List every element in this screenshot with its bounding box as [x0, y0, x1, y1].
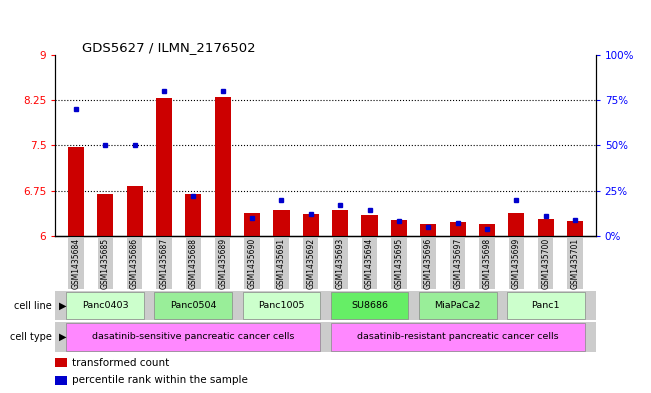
Text: dasatinib-sensitive pancreatic cancer cells: dasatinib-sensitive pancreatic cancer ce…: [92, 332, 294, 342]
FancyBboxPatch shape: [450, 238, 465, 289]
Bar: [331, 323, 585, 351]
Bar: [331, 292, 408, 319]
FancyBboxPatch shape: [391, 238, 407, 289]
Text: ▶: ▶: [59, 301, 66, 310]
Bar: [419, 292, 497, 319]
Bar: [186, 194, 201, 236]
Text: GSM1435697: GSM1435697: [453, 238, 462, 289]
Text: GSM1435684: GSM1435684: [72, 238, 80, 289]
Bar: [303, 213, 319, 236]
Text: GSM1435694: GSM1435694: [365, 238, 374, 289]
FancyBboxPatch shape: [156, 238, 172, 289]
Text: dasatinib-resistant pancreatic cancer cells: dasatinib-resistant pancreatic cancer ce…: [357, 332, 559, 342]
Text: GSM1435695: GSM1435695: [395, 238, 404, 289]
Text: GSM1435688: GSM1435688: [189, 238, 198, 289]
Text: GSM1435685: GSM1435685: [101, 238, 110, 289]
Bar: [68, 147, 84, 236]
FancyBboxPatch shape: [333, 238, 348, 289]
Text: cell type: cell type: [10, 332, 52, 342]
Bar: [450, 222, 465, 236]
Text: GSM1435698: GSM1435698: [482, 238, 492, 289]
Bar: [55, 358, 67, 367]
FancyBboxPatch shape: [508, 238, 524, 289]
Text: Panc0504: Panc0504: [170, 301, 217, 310]
FancyBboxPatch shape: [479, 238, 495, 289]
Bar: [567, 221, 583, 236]
Bar: [332, 211, 348, 236]
Text: percentile rank within the sample: percentile rank within the sample: [72, 375, 247, 385]
Text: GDS5627 / ILMN_2176502: GDS5627 / ILMN_2176502: [82, 41, 256, 54]
Text: GSM1435696: GSM1435696: [424, 238, 433, 289]
FancyBboxPatch shape: [568, 238, 583, 289]
Text: GSM1435693: GSM1435693: [336, 238, 344, 289]
Text: GSM1435692: GSM1435692: [307, 238, 315, 289]
Bar: [507, 292, 585, 319]
Text: Panc0403: Panc0403: [82, 301, 128, 310]
Bar: [215, 97, 231, 236]
Bar: [66, 323, 320, 351]
Bar: [244, 213, 260, 236]
Text: SU8686: SU8686: [351, 301, 388, 310]
Bar: [156, 98, 172, 236]
FancyBboxPatch shape: [186, 238, 201, 289]
Text: GSM1435690: GSM1435690: [247, 238, 256, 289]
Bar: [538, 219, 554, 236]
Text: cell line: cell line: [14, 301, 52, 310]
Bar: [55, 376, 67, 385]
Bar: [126, 186, 143, 236]
FancyBboxPatch shape: [98, 238, 113, 289]
FancyBboxPatch shape: [538, 238, 553, 289]
FancyBboxPatch shape: [362, 238, 377, 289]
Text: Panc1005: Panc1005: [258, 301, 305, 310]
Bar: [273, 210, 290, 236]
Text: transformed count: transformed count: [72, 358, 169, 367]
Text: GSM1435701: GSM1435701: [571, 238, 579, 289]
Bar: [391, 220, 407, 236]
FancyBboxPatch shape: [68, 238, 83, 289]
Text: Panc1: Panc1: [531, 301, 560, 310]
Bar: [361, 215, 378, 236]
Bar: [508, 213, 525, 236]
Bar: [66, 292, 144, 319]
Bar: [154, 292, 232, 319]
FancyBboxPatch shape: [215, 238, 230, 289]
FancyBboxPatch shape: [303, 238, 318, 289]
Text: ▶: ▶: [59, 332, 66, 342]
FancyBboxPatch shape: [421, 238, 436, 289]
Bar: [97, 194, 113, 236]
Bar: [420, 224, 436, 236]
FancyBboxPatch shape: [244, 238, 260, 289]
Text: GSM1435686: GSM1435686: [130, 238, 139, 289]
FancyBboxPatch shape: [274, 238, 289, 289]
Bar: [479, 224, 495, 236]
Text: GSM1435700: GSM1435700: [541, 238, 550, 289]
Text: GSM1435691: GSM1435691: [277, 238, 286, 289]
Text: GSM1435687: GSM1435687: [159, 238, 169, 289]
FancyBboxPatch shape: [127, 238, 143, 289]
Text: GSM1435689: GSM1435689: [218, 238, 227, 289]
Bar: [243, 292, 320, 319]
Text: GSM1435699: GSM1435699: [512, 238, 521, 289]
Text: MiaPaCa2: MiaPaCa2: [434, 301, 481, 310]
